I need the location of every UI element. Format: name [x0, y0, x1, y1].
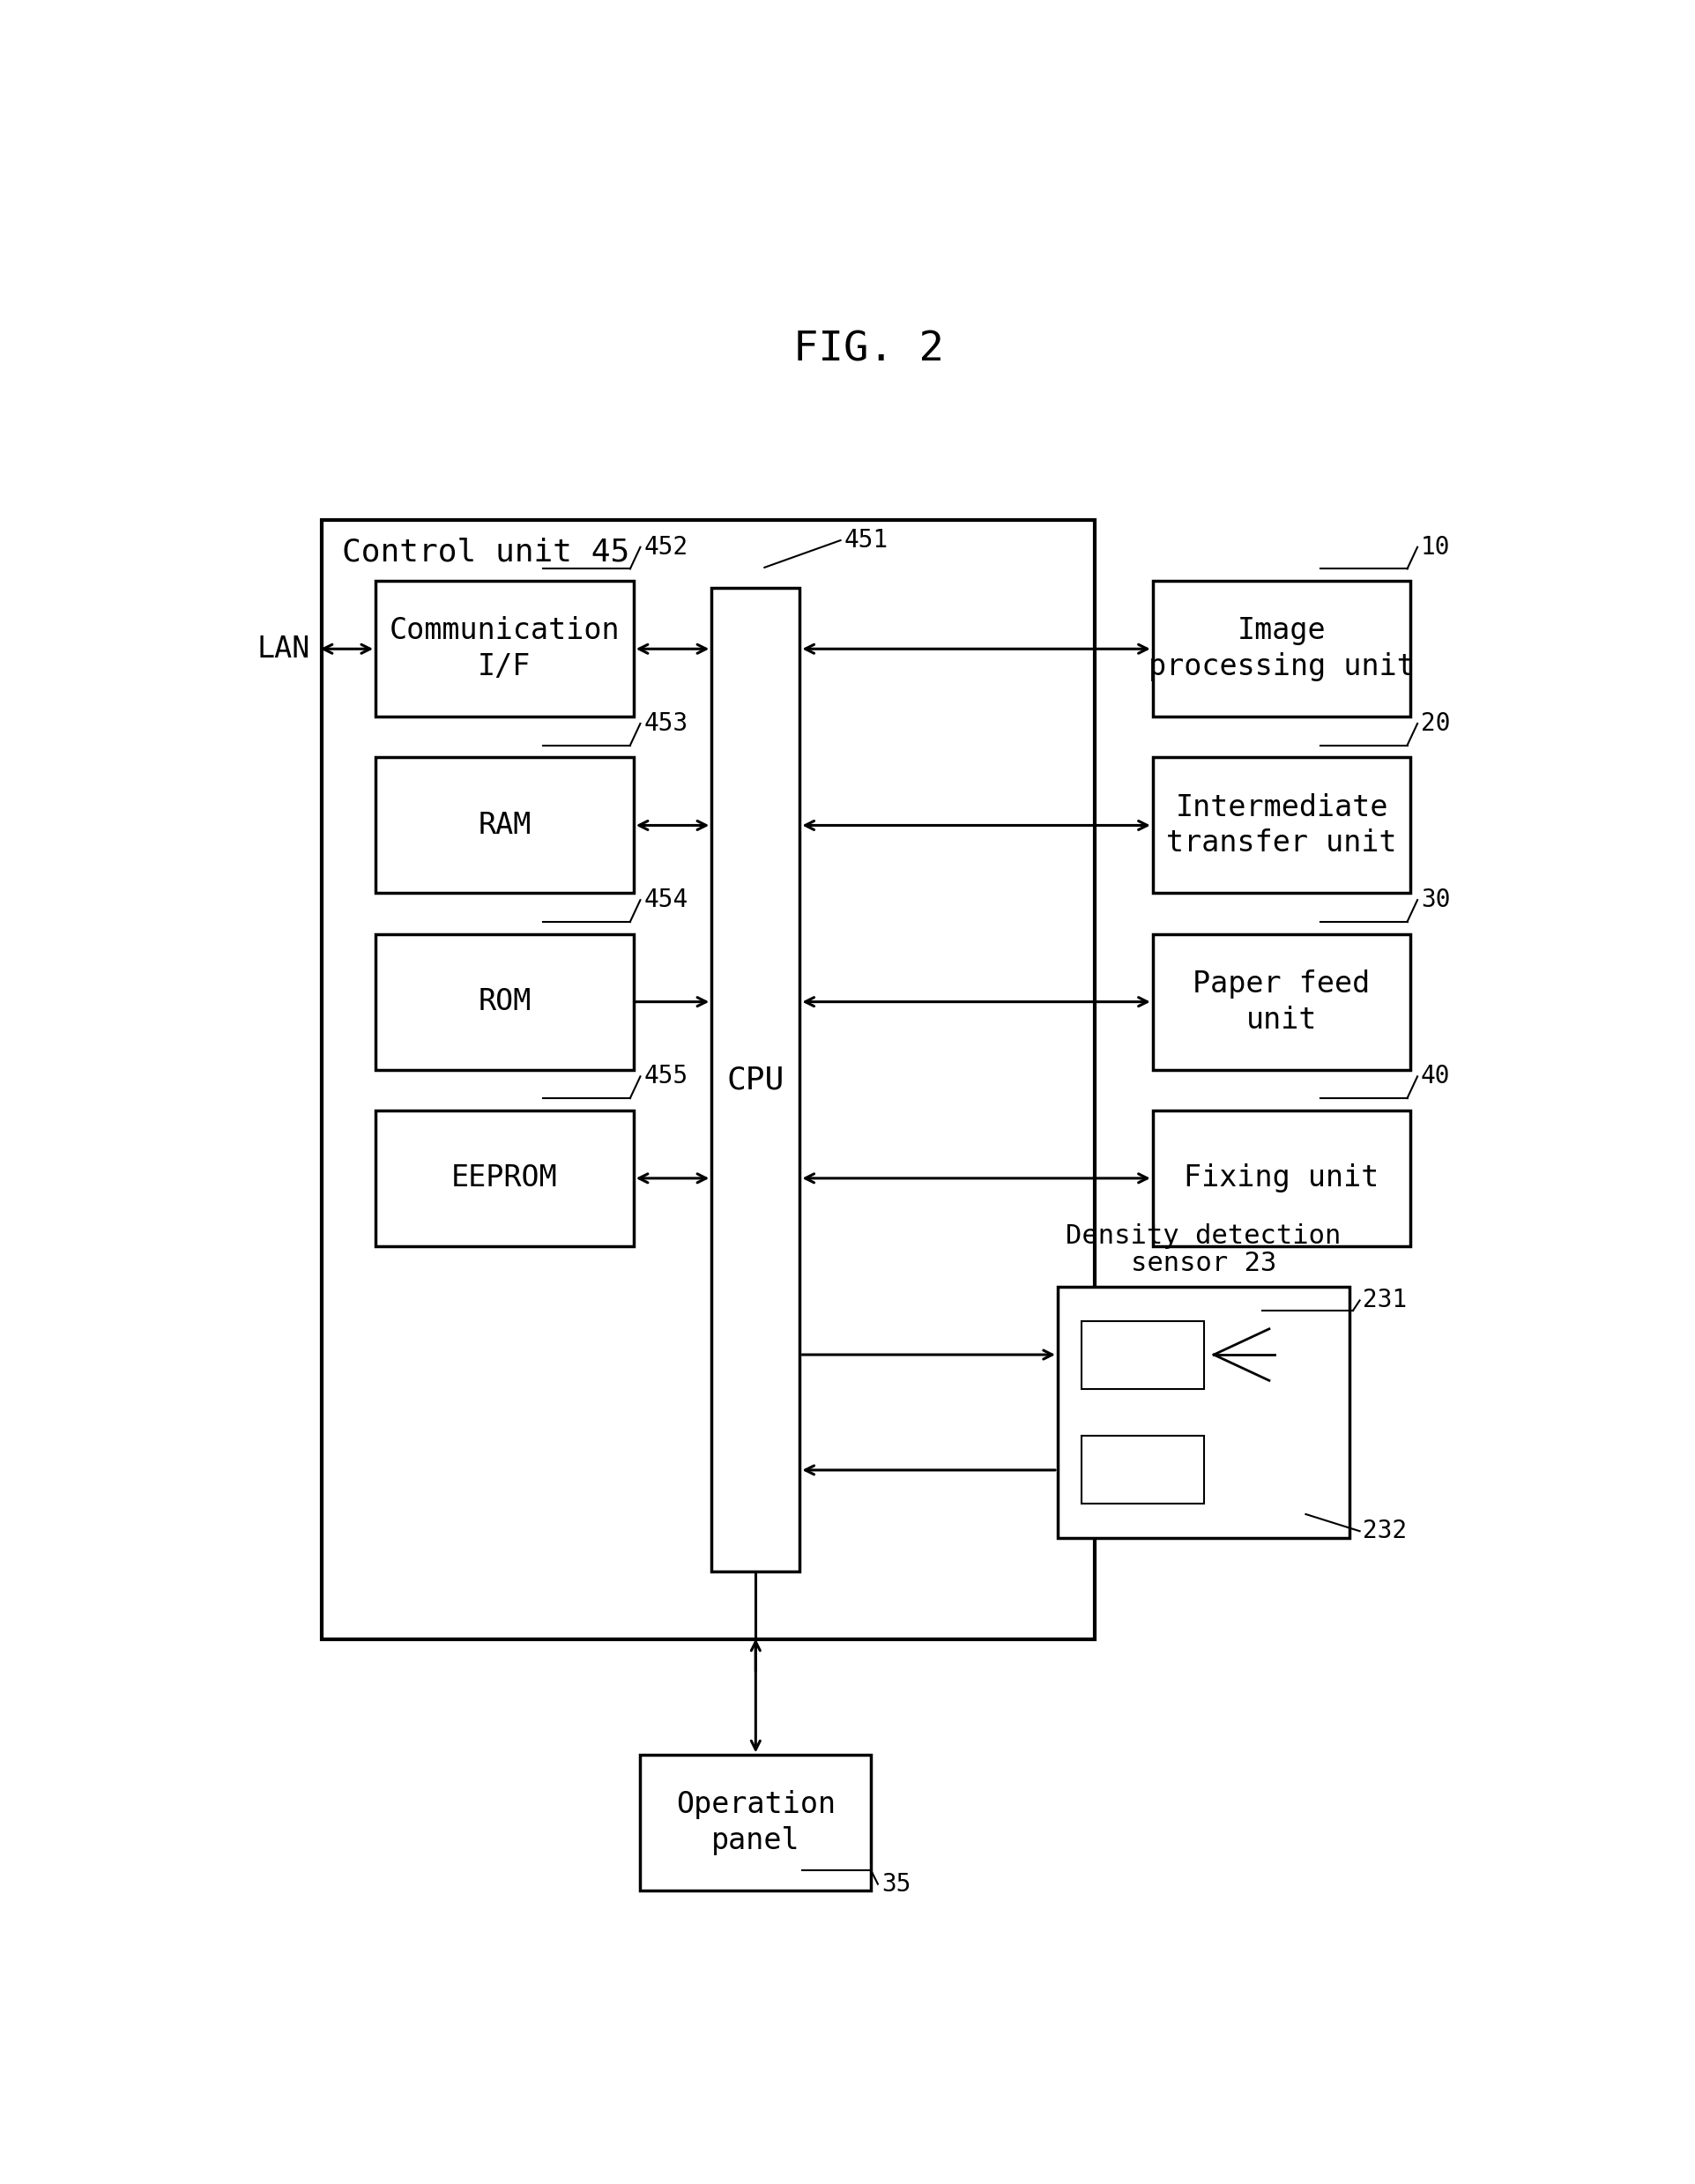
Text: 455: 455 — [644, 1064, 688, 1090]
Text: Image
processing unit: Image processing unit — [1149, 616, 1415, 681]
Bar — [376, 581, 634, 716]
Text: Intermediate
transfer unit: Intermediate transfer unit — [1166, 793, 1397, 858]
Bar — [1153, 581, 1410, 716]
Text: 454: 454 — [644, 887, 688, 913]
Text: Control unit 45: Control unit 45 — [342, 537, 629, 568]
Text: CPU: CPU — [727, 1066, 785, 1094]
Text: Fixing unit: Fixing unit — [1185, 1164, 1380, 1192]
Text: FIG. 2: FIG. 2 — [793, 330, 944, 369]
Text: 35: 35 — [881, 1872, 910, 1896]
Bar — [1153, 758, 1410, 893]
Text: 231: 231 — [1363, 1289, 1407, 1313]
Text: Paper feed
unit: Paper feed unit — [1193, 970, 1370, 1035]
Bar — [376, 758, 634, 893]
Bar — [1081, 1321, 1203, 1389]
Text: ROM: ROM — [478, 987, 531, 1016]
Text: 30: 30 — [1420, 887, 1451, 913]
Bar — [1153, 935, 1410, 1070]
Text: LAN: LAN — [258, 633, 310, 664]
Text: sensor 23: sensor 23 — [1131, 1249, 1276, 1275]
Text: Communication
I/F: Communication I/F — [390, 616, 620, 681]
Text: 451: 451 — [844, 529, 888, 553]
Text: 452: 452 — [644, 535, 688, 559]
Text: 453: 453 — [644, 712, 688, 736]
Bar — [322, 520, 1095, 1640]
Text: RAM: RAM — [478, 810, 531, 841]
Text: 10: 10 — [1420, 535, 1451, 559]
Bar — [376, 1109, 634, 1247]
Bar — [641, 1756, 871, 1891]
Text: 20: 20 — [1420, 712, 1451, 736]
Bar — [1153, 1109, 1410, 1247]
Bar — [1058, 1286, 1349, 1538]
Bar — [376, 935, 634, 1070]
Text: Density detection: Density detection — [1066, 1223, 1341, 1249]
Text: 232: 232 — [1363, 1518, 1407, 1544]
Bar — [1081, 1437, 1203, 1505]
Bar — [712, 587, 800, 1572]
Text: 40: 40 — [1420, 1064, 1451, 1090]
Text: Operation
panel: Operation panel — [676, 1791, 836, 1856]
Text: EEPROM: EEPROM — [451, 1164, 558, 1192]
